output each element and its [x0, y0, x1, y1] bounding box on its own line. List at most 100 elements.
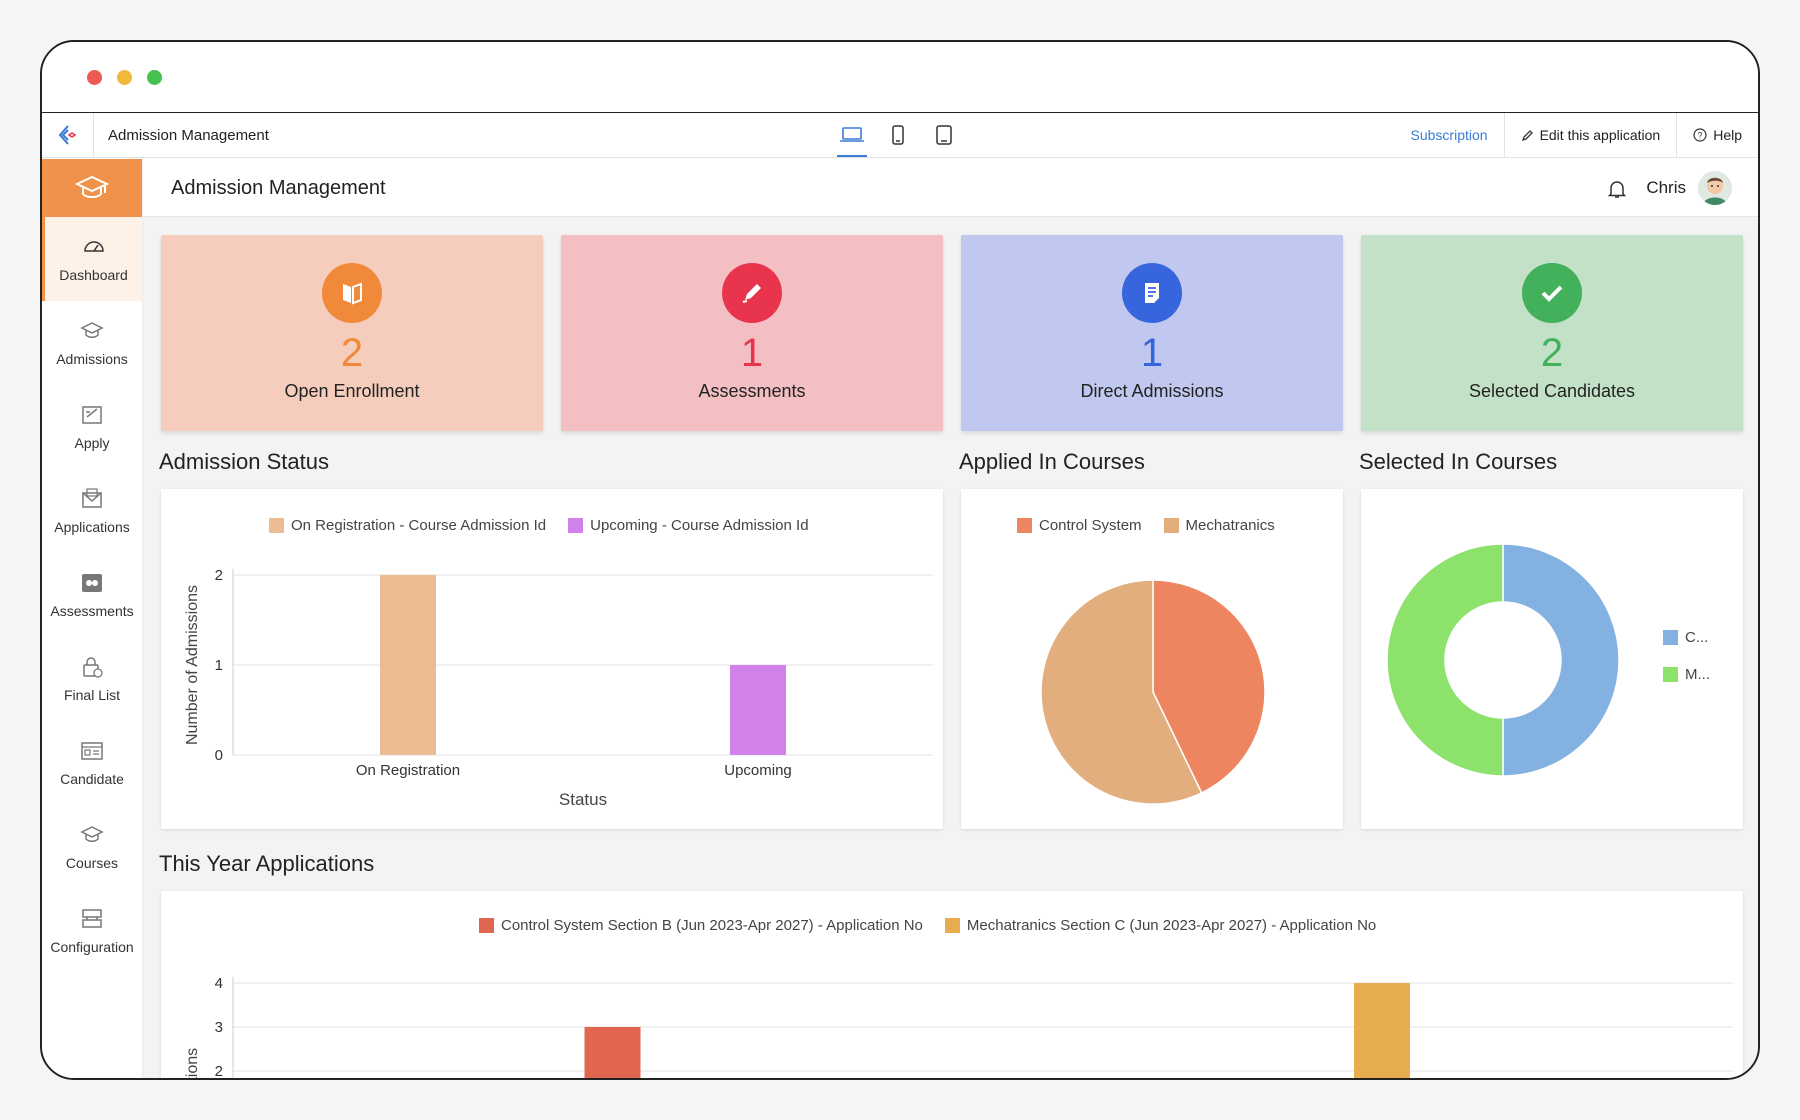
- pie-slice: [1040, 579, 1203, 805]
- pencil-icon: [1521, 129, 1533, 141]
- graduation-cap-icon: [80, 322, 104, 338]
- main-content: Admission Management Chris 2 Open Enroll…: [143, 159, 1758, 1078]
- sidebar-item-label: Final List: [63, 687, 121, 703]
- creator-logo-icon[interactable]: [42, 113, 94, 157]
- window-titlebar: [42, 42, 1758, 112]
- chart-legend: Control System Section B (Jun 2023-Apr 2…: [479, 917, 1376, 934]
- applied-courses-chart-panel: Control System Mechatranics: [961, 489, 1343, 829]
- stat-card-open-enrollment[interactable]: 2 Open Enrollment: [161, 235, 543, 431]
- sidebar-item-final-list[interactable]: Final List: [42, 637, 142, 721]
- document-icon: [1122, 263, 1182, 323]
- sidebar-item-label: Configuration: [50, 939, 134, 955]
- dashboard-icon: [83, 241, 104, 252]
- sidebar-item-dashboard[interactable]: Dashboard: [42, 217, 142, 301]
- year-applications-bar-chart: 2 3 4 Applications: [184, 975, 1733, 1080]
- edit-application-button[interactable]: Edit this application: [1503, 113, 1677, 157]
- x-axis-title: Status: [559, 790, 607, 809]
- bar: [730, 665, 786, 755]
- legend-item[interactable]: Control System Section B (Jun 2023-Apr 2…: [479, 917, 923, 934]
- sidebar-item-label: Courses: [65, 855, 119, 871]
- y-tick-label: 2: [215, 1063, 223, 1080]
- bar: [584, 1027, 641, 1078]
- stat-label: Open Enrollment: [284, 381, 420, 401]
- section-title-selected-courses: Selected In Courses: [1359, 449, 1558, 474]
- page-header: Admission Management Chris: [143, 159, 1758, 217]
- sidebar-item-courses[interactable]: Courses: [42, 805, 142, 889]
- legend-item[interactable]: C...: [1663, 629, 1710, 646]
- sidebar-item-label: Applications: [54, 519, 130, 535]
- legend-item[interactable]: Mechatranics: [1163, 517, 1275, 534]
- stat-card-selected-candidates[interactable]: 2 Selected Candidates: [1361, 235, 1743, 431]
- pen-icon: [722, 263, 782, 323]
- courses-cap-icon: [80, 826, 104, 842]
- book-open-icon: [322, 263, 382, 323]
- sidebar-item-applications[interactable]: Applications: [42, 469, 142, 553]
- user-name[interactable]: Chris: [1646, 178, 1686, 197]
- y-tick-label: 4: [215, 975, 223, 992]
- sidebar-item-assessments[interactable]: Assessments: [42, 553, 142, 637]
- chart-legend: Control System Mechatranics: [1017, 517, 1275, 534]
- candidate-card-icon: [81, 742, 103, 760]
- minimize-window-button[interactable]: [117, 70, 132, 85]
- avatar[interactable]: [1698, 171, 1732, 205]
- page-title: Admission Management: [171, 177, 386, 199]
- stat-card-direct-admissions[interactable]: 1 Direct Admissions: [961, 235, 1343, 431]
- app-toolbar: Admission Management Subscription Edit t…: [42, 112, 1758, 158]
- admission-status-chart-panel: On Registration - Course Admission Id Up…: [161, 489, 943, 829]
- stat-value: 1: [1140, 331, 1164, 375]
- x-tick-label: Upcoming: [724, 762, 792, 779]
- sidebar-item-apply[interactable]: Apply: [42, 385, 142, 469]
- legend-item[interactable]: Control System: [1017, 517, 1142, 534]
- sidebar-item-candidate[interactable]: Candidate: [42, 721, 142, 805]
- selected-courses-donut-chart: [1386, 543, 1620, 777]
- configuration-icon: [82, 909, 102, 928]
- admission-status-bar-chart: 0 1 2 On Registration Upcoming Status Number o…: [184, 567, 933, 809]
- applied-courses-pie-chart: [1040, 579, 1266, 805]
- legend-item[interactable]: Mechatranics Section C (Jun 2023-Apr 202…: [944, 917, 1376, 934]
- close-window-button[interactable]: [87, 70, 102, 85]
- sidebar-item-label: Assessments: [50, 603, 134, 619]
- y-axis-title: Applications: [184, 1048, 201, 1080]
- stat-label: Direct Admissions: [1080, 381, 1224, 401]
- sidebar-item-label: Admissions: [56, 351, 128, 367]
- app-name: Admission Management: [108, 127, 269, 144]
- pie-slice: [1152, 579, 1266, 794]
- bar: [1354, 983, 1410, 1078]
- pie-slice: [1502, 543, 1620, 777]
- sidebar-item-label: Dashboard: [59, 267, 128, 283]
- stat-label: Selected Candidates: [1468, 381, 1636, 401]
- legend-item[interactable]: M...: [1663, 666, 1710, 683]
- check-icon: [1522, 263, 1582, 323]
- section-title-admission-status: Admission Status: [159, 449, 329, 474]
- sidebar: Dashboard Admissions Apply Applications …: [42, 159, 143, 1078]
- subscription-link[interactable]: Subscription: [1395, 113, 1504, 157]
- legend-item[interactable]: Upcoming - Course Admission Id: [568, 517, 809, 534]
- apply-form-icon: [82, 406, 102, 424]
- sidebar-item-label: Apply: [74, 435, 110, 451]
- phone-icon[interactable]: [883, 113, 913, 157]
- svg-text:?: ?: [1698, 131, 1703, 141]
- subscription-label: Subscription: [1410, 127, 1488, 143]
- help-button[interactable]: ? Help: [1676, 113, 1758, 157]
- laptop-icon[interactable]: [837, 113, 867, 157]
- tablet-icon[interactable]: [929, 113, 959, 157]
- y-tick-label: 1: [215, 657, 223, 674]
- chart-legend: On Registration - Course Admission Id Up…: [269, 517, 809, 534]
- stat-value: 2: [340, 331, 364, 375]
- sidebar-item-admissions[interactable]: Admissions: [42, 301, 142, 385]
- pie-slice: [1386, 543, 1504, 777]
- notification-bell-icon[interactable]: [1608, 179, 1626, 199]
- graduation-cap-logo-icon[interactable]: [42, 159, 142, 217]
- maximize-window-button[interactable]: [147, 70, 162, 85]
- edit-application-label: Edit this application: [1539, 127, 1661, 143]
- stat-label: Assessments: [698, 381, 806, 401]
- sidebar-item-configuration[interactable]: Configuration: [42, 889, 142, 973]
- y-tick-label: 3: [215, 1019, 223, 1036]
- help-label: Help: [1713, 127, 1742, 143]
- assessments-icon: [82, 574, 102, 592]
- browser-window: Admission Management Subscription Edit t…: [40, 40, 1760, 1080]
- stat-card-assessments[interactable]: 1 Assessments: [561, 235, 943, 431]
- year-applications-chart-panel: Control System Section B (Jun 2023-Apr 2…: [161, 891, 1743, 1080]
- chart-legend: C... M...: [1663, 629, 1710, 683]
- legend-item[interactable]: On Registration - Course Admission Id: [269, 517, 546, 534]
